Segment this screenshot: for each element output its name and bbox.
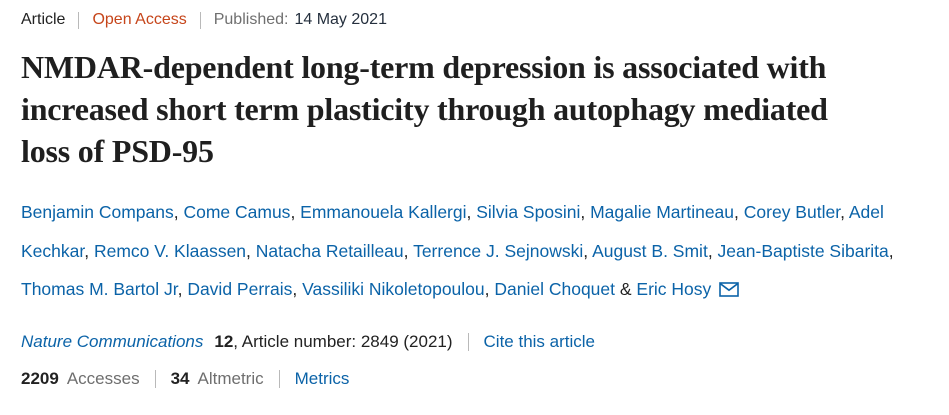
author-separator: ,: [177, 279, 188, 300]
author-separator: ,: [292, 279, 303, 300]
author-link[interactable]: Benjamin Compans: [21, 201, 174, 222]
author-link[interactable]: Eric Hosy: [636, 279, 712, 300]
metrics-bar: 2209 Accesses 34 Altmetric Metrics: [21, 369, 928, 389]
author-separator: ,: [290, 201, 301, 222]
separator: [154, 370, 156, 389]
author-separator: ,: [840, 201, 849, 222]
author-separator: ,: [173, 201, 184, 222]
article-type-label: Article: [21, 11, 66, 28]
article-meta-bar: Article Open Access Published: 14 May 202…: [21, 11, 928, 29]
author-separator: ,: [734, 201, 744, 222]
author-link[interactable]: David Perrais: [187, 279, 293, 300]
published-label: Published:: [213, 11, 289, 28]
author-link[interactable]: Adel Kechkar: [21, 201, 884, 261]
author-link[interactable]: August B. Smit: [592, 240, 708, 261]
author-separator: ,: [84, 240, 94, 261]
author-links: Benjamin Compans, Come Camus, Emmanouela…: [21, 202, 894, 300]
author-link[interactable]: Vassiliki Nikoletopoulou: [302, 279, 485, 300]
author-link[interactable]: Terrence J. Sejnowski: [413, 240, 584, 261]
separator: [199, 11, 201, 29]
author-link[interactable]: Magalie Martineau: [590, 201, 735, 222]
accesses-count: 2209: [21, 369, 59, 389]
accesses-label: Accesses: [66, 369, 140, 389]
author-link[interactable]: Come Camus: [183, 201, 291, 222]
author-separator: &: [615, 279, 637, 300]
author-link[interactable]: Natacha Retailleau: [255, 240, 404, 261]
author-link[interactable]: Thomas M. Bartol Jr: [21, 279, 178, 300]
separator: [467, 333, 469, 352]
email-envelope-icon[interactable]: [719, 282, 740, 298]
altmetric-count: 34: [170, 369, 190, 389]
author-separator: ,: [403, 240, 414, 261]
article-number-info: , Article number: 2849 (2021): [233, 332, 453, 352]
author-separator: ,: [246, 240, 256, 261]
author-separator: ,: [580, 201, 591, 222]
open-access-link[interactable]: Open Access: [92, 11, 187, 28]
author-separator: ,: [484, 279, 495, 300]
journal-name-link[interactable]: Nature Communications: [21, 332, 204, 352]
cite-this-article-link[interactable]: Cite this article: [483, 332, 595, 352]
journal-volume: 12: [214, 332, 234, 352]
author-link[interactable]: Emmanouela Kallergi: [300, 201, 467, 222]
article-title: NMDAR-dependent long-term depression is …: [21, 49, 828, 170]
published-date: 14 May 2021: [294, 11, 387, 28]
author-link[interactable]: Corey Butler: [743, 201, 841, 222]
separator: [278, 370, 280, 389]
author-separator: ,: [888, 240, 894, 261]
altmetric-label: Altmetric: [197, 369, 264, 389]
author-list: Benjamin Compans, Come Camus, Emmanouela…: [21, 193, 928, 310]
metrics-link[interactable]: Metrics: [294, 369, 350, 389]
author-separator: ,: [707, 240, 718, 261]
author-link[interactable]: Daniel Choquet: [494, 279, 616, 300]
author-separator: ,: [466, 201, 477, 222]
journal-citation-line: Nature Communications 12 , Article numbe…: [21, 332, 928, 352]
author-link[interactable]: Remco V. Klaassen: [93, 240, 247, 261]
author-link[interactable]: Jean-Baptiste Sibarita: [717, 240, 889, 261]
author-link[interactable]: Silvia Sposini: [476, 201, 581, 222]
published-info: Published: 14 May 2021: [214, 11, 387, 29]
author-separator: ,: [583, 240, 593, 261]
article-header: Article Open Access Published: 14 May 202…: [21, 11, 928, 389]
separator: [78, 11, 80, 29]
